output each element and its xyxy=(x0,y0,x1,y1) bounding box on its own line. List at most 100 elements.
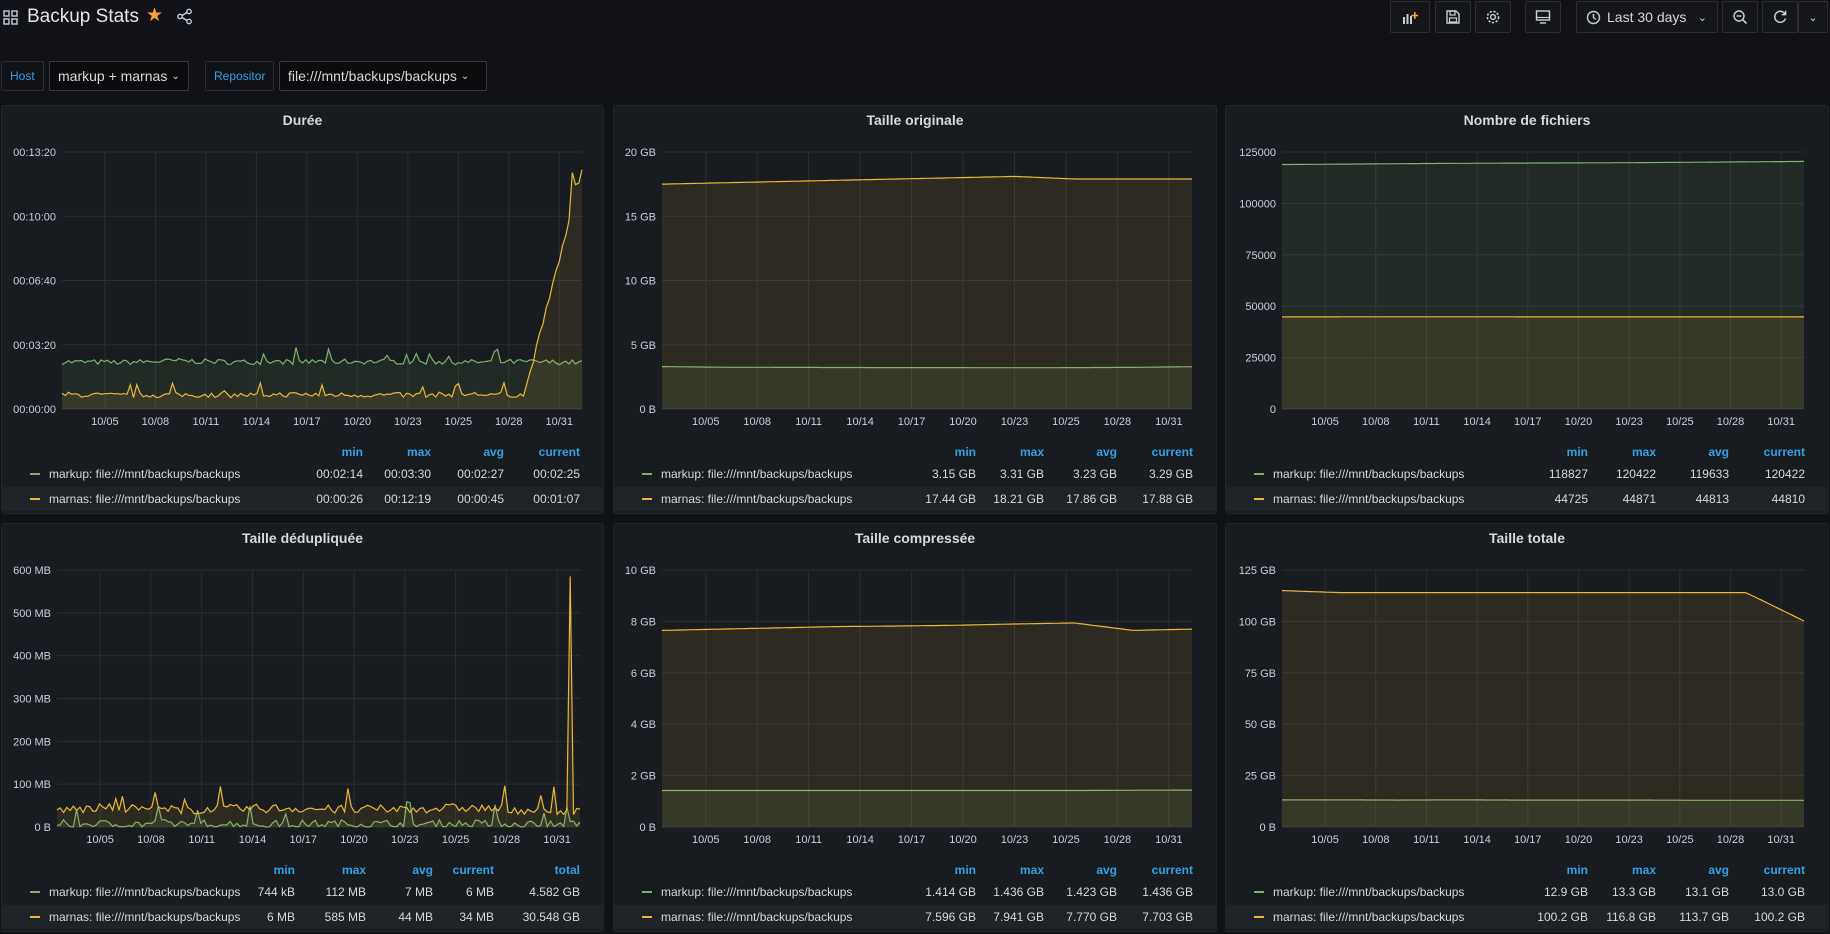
series-color-swatch[interactable] xyxy=(30,916,40,918)
host-variable-select[interactable]: markup + marnas ⌄ xyxy=(49,61,189,91)
series-color-swatch[interactable] xyxy=(642,498,652,500)
legend-row[interactable]: markup: file:///mnt/backups/backups 11882… xyxy=(1226,462,1828,486)
series-line[interactable] xyxy=(61,169,583,399)
panel-title[interactable]: Taille totale xyxy=(1489,530,1565,546)
legend-series-name[interactable]: markup: file:///mnt/backups/backups xyxy=(1273,467,1465,481)
series-line[interactable] xyxy=(61,346,583,366)
legend-col-current[interactable]: current xyxy=(538,445,580,459)
legend-col-min[interactable]: min xyxy=(954,863,976,877)
series-line[interactable] xyxy=(662,366,1193,369)
legend-series-name[interactable]: marnas: file:///mnt/backups/backups xyxy=(49,910,241,924)
dashboard-settings-button[interactable] xyxy=(1475,1,1511,33)
legend-row[interactable]: marnas: file:///mnt/backups/backups 100.2… xyxy=(1226,905,1828,929)
legend-col-avg[interactable]: avg xyxy=(1708,445,1729,459)
legend-col-min[interactable]: min xyxy=(954,445,976,459)
legend-row[interactable]: markup: file:///mnt/backups/backups 12.9 … xyxy=(1226,880,1828,904)
legend-series-name[interactable]: markup: file:///mnt/backups/backups xyxy=(661,467,853,481)
series-line[interactable] xyxy=(1282,160,1804,166)
panel-title[interactable]: Durée xyxy=(282,112,323,128)
share-icon[interactable] xyxy=(176,8,193,25)
dashboard-title[interactable]: Backup Stats xyxy=(27,6,139,27)
star-icon[interactable]: ★ xyxy=(146,5,164,26)
legend-col-avg[interactable]: avg xyxy=(483,445,504,459)
legend-series-name[interactable]: markup: file:///mnt/backups/backups xyxy=(49,885,241,899)
series-color-swatch[interactable] xyxy=(1254,473,1264,475)
series-color-swatch[interactable] xyxy=(1254,498,1264,500)
legend-row[interactable]: marnas: file:///mnt/backups/backups 44725… xyxy=(1226,487,1828,511)
panel-title[interactable]: Taille compressée xyxy=(854,530,976,546)
legend-col-max[interactable]: max xyxy=(1019,445,1044,459)
legend-col-max[interactable]: max xyxy=(1631,863,1656,877)
chart-svg[interactable]: 10 GB 8 GB 6 GB 4 GB 2 GB 0 B 10/05 10/08 10/11 1… xyxy=(614,524,1217,854)
x-tick-label: 10/23 xyxy=(391,834,419,846)
chart-svg[interactable]: 20 GB 15 GB 10 GB 5 GB 0 B 10/05 10/08 10/11 10/… xyxy=(614,106,1217,436)
save-dashboard-button[interactable] xyxy=(1435,1,1471,33)
series-color-swatch[interactable] xyxy=(30,498,40,500)
series-line[interactable] xyxy=(662,175,1192,185)
x-tick-label: 10/05 xyxy=(91,416,119,428)
legend-col-max[interactable]: max xyxy=(341,863,366,877)
legend-series-name[interactable]: marnas: file:///mnt/backups/backups xyxy=(1273,910,1465,924)
series-line[interactable] xyxy=(56,800,581,829)
chart-svg[interactable]: 125000 100000 75000 50000 25000 0 10/05 10/08 10… xyxy=(1226,106,1829,436)
legend-col-avg[interactable]: avg xyxy=(1096,445,1117,459)
legend-col-current[interactable]: current xyxy=(1151,445,1193,459)
legend-series-name[interactable]: marnas: file:///mnt/backups/backups xyxy=(1273,492,1465,506)
series-line[interactable] xyxy=(661,622,1193,631)
legend-series-name[interactable]: markup: file:///mnt/backups/backups xyxy=(1273,885,1465,899)
legend-row[interactable]: marnas: file:///mnt/backups/backups 6 MB 5… xyxy=(2,905,603,929)
refresh-interval-dropdown[interactable]: ⌄ xyxy=(1798,1,1828,33)
legend-series-name[interactable]: marnas: file:///mnt/backups/backups xyxy=(661,492,853,506)
panel-title[interactable]: Taille originale xyxy=(866,112,964,128)
legend-row[interactable]: markup: file:///mnt/backups/backups 744 k… xyxy=(2,880,603,904)
series-color-swatch[interactable] xyxy=(642,916,652,918)
legend-row[interactable]: markup: file:///mnt/backups/backups 00:02… xyxy=(2,462,603,486)
series-color-swatch[interactable] xyxy=(642,473,652,475)
zoom-out-button[interactable] xyxy=(1722,1,1758,33)
legend-row[interactable]: marnas: file:///mnt/backups/backups 00:00… xyxy=(2,487,603,511)
legend-col-min[interactable]: min xyxy=(273,863,295,877)
panel-title[interactable]: Nombre de fichiers xyxy=(1463,112,1591,128)
tv-mode-button[interactable] xyxy=(1525,1,1561,33)
legend-col-max[interactable]: max xyxy=(1019,863,1044,877)
y-tick-label: 125 GB xyxy=(1239,565,1276,577)
repository-variable-select[interactable]: file:///mnt/backups/backups ⌄ xyxy=(279,61,487,91)
legend-series-name[interactable]: markup: file:///mnt/backups/backups xyxy=(49,467,241,481)
chart-svg[interactable]: 125 GB 100 GB 75 GB 50 GB 25 GB 0 B 10/05 10/08… xyxy=(1226,524,1829,854)
legend-col-current[interactable]: current xyxy=(1763,863,1805,877)
legend-row[interactable]: marnas: file:///mnt/backups/backups 7.596… xyxy=(614,905,1216,929)
refresh-button[interactable] xyxy=(1762,1,1798,33)
legend-col-min[interactable]: min xyxy=(1566,863,1588,877)
time-range-picker[interactable]: Last 30 days ⌄ xyxy=(1576,1,1718,33)
legend-col-total[interactable]: total xyxy=(554,863,580,877)
chart-svg[interactable]: 600 MB 500 MB 400 MB 300 MB 200 MB 100 MB 0 B 1… xyxy=(2,524,604,854)
panel-title[interactable]: Taille dédupliquée xyxy=(241,530,364,546)
legend-series-name[interactable]: marnas: file:///mnt/backups/backups xyxy=(49,492,241,506)
legend-col-current[interactable]: current xyxy=(1763,445,1805,459)
legend-col-avg[interactable]: avg xyxy=(412,863,433,877)
series-line[interactable] xyxy=(56,576,581,816)
legend-col-max[interactable]: max xyxy=(406,445,431,459)
series-color-swatch[interactable] xyxy=(1254,891,1264,893)
legend-series-name[interactable]: markup: file:///mnt/backups/backups xyxy=(661,885,853,899)
legend-row[interactable]: marnas: file:///mnt/backups/backups 17.44… xyxy=(614,487,1216,511)
y-tick-label: 300 MB xyxy=(13,694,51,706)
legend-col-current[interactable]: current xyxy=(452,863,494,877)
legend-col-max[interactable]: max xyxy=(1631,445,1656,459)
legend-col-avg[interactable]: avg xyxy=(1708,863,1729,877)
series-color-swatch[interactable] xyxy=(1254,916,1264,918)
series-color-swatch[interactable] xyxy=(30,891,40,893)
series-line[interactable] xyxy=(1281,590,1805,622)
legend-col-min[interactable]: min xyxy=(341,445,363,459)
legend-series-name[interactable]: marnas: file:///mnt/backups/backups xyxy=(661,910,853,924)
legend-col-min[interactable]: min xyxy=(1566,445,1588,459)
chart-svg[interactable]: 00:13:20 00:10:00 00:06:40 00:03:20 00:00:00… xyxy=(2,106,604,436)
legend-col-avg[interactable]: avg xyxy=(1096,863,1117,877)
series-color-swatch[interactable] xyxy=(642,891,652,893)
add-panel-button[interactable] xyxy=(1390,1,1430,33)
legend-row[interactable]: markup: file:///mnt/backups/backups 1.414… xyxy=(614,880,1216,904)
legend-row[interactable]: markup: file:///mnt/backups/backups 3.15 … xyxy=(614,462,1216,486)
legend-col-current[interactable]: current xyxy=(1151,863,1193,877)
series-color-swatch[interactable] xyxy=(30,473,40,475)
apps-icon[interactable] xyxy=(3,10,18,25)
